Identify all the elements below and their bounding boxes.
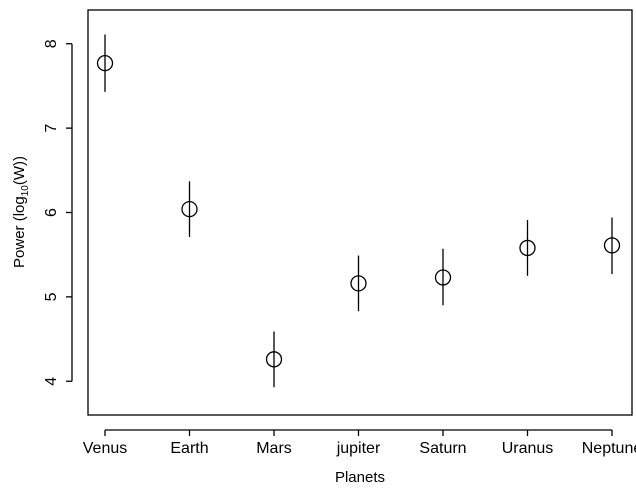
y-tick-label: 7 (43, 124, 60, 133)
x-tick-label: jupiter (336, 440, 381, 457)
y-axis-title: Power (log10(W)) (11, 156, 31, 268)
data-point (434, 269, 452, 286)
data-point (96, 55, 114, 72)
y-tick-label: 6 (43, 208, 60, 217)
x-tick-label: Earth (170, 440, 208, 457)
y-tick-label: 4 (43, 377, 60, 386)
data-point (350, 275, 367, 292)
y-axis-title-suffix: (W)) (11, 156, 28, 185)
x-tick-label: Mars (256, 440, 292, 457)
x-tick-label: Uranus (502, 440, 554, 457)
data-point (603, 237, 621, 254)
y-axis: 4 5 6 7 8 (43, 39, 73, 386)
x-axis-title: Planets (335, 469, 385, 486)
x-tick-label: Neptune (582, 440, 636, 457)
x-tick-label: Venus (83, 440, 127, 457)
y-axis-title-prefix: Power (log (11, 196, 28, 268)
x-tick-label: Saturn (419, 440, 466, 457)
data-point (265, 351, 283, 368)
plot-frame (87, 9, 633, 416)
data-marks (96, 34, 621, 388)
y-tick-label: 5 (43, 292, 60, 301)
y-tick-label: 8 (43, 39, 60, 48)
x-axis: Venus Earth Mars jupiter Saturn Uranus Neptune (83, 429, 636, 457)
data-point (181, 200, 198, 218)
y-axis-title-subscript: 10 (20, 185, 31, 197)
data-point (519, 239, 536, 257)
